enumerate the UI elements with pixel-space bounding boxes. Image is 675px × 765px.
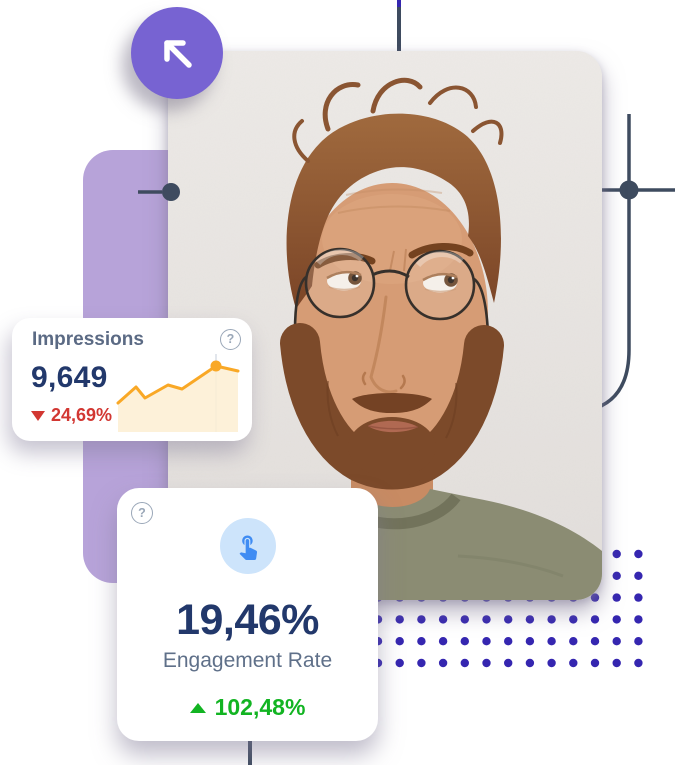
dot bbox=[460, 615, 469, 624]
tap-icon-badge bbox=[219, 518, 276, 574]
dot bbox=[504, 615, 513, 624]
engagement-change-value: 102,48% bbox=[214, 694, 306, 720]
dot bbox=[590, 615, 600, 624]
engagement-label: Engagement Rate bbox=[162, 649, 333, 672]
dot bbox=[547, 615, 556, 624]
dot bbox=[634, 593, 643, 602]
engagement-change: 102,48% bbox=[189, 694, 306, 721]
dot bbox=[569, 637, 578, 646]
crosshair-dot bbox=[619, 180, 639, 200]
dot bbox=[417, 658, 426, 668]
dot bbox=[438, 658, 448, 668]
dot bbox=[590, 658, 600, 668]
dot bbox=[417, 637, 426, 646]
dot bbox=[590, 593, 600, 602]
dot bbox=[547, 658, 556, 668]
dot bbox=[395, 658, 404, 668]
up-triangle-icon bbox=[189, 702, 206, 713]
dot bbox=[525, 658, 535, 668]
dot bbox=[525, 637, 535, 646]
dot bbox=[634, 658, 643, 668]
impressions-card: Impressions ? 9,649 24,69% bbox=[12, 318, 252, 441]
top-line-purple-tip bbox=[397, 0, 401, 7]
dot bbox=[460, 637, 469, 646]
tap-icon bbox=[239, 535, 257, 560]
dot bbox=[438, 637, 448, 646]
dot bbox=[634, 571, 643, 580]
impressions-change-value: 24,69% bbox=[51, 405, 113, 425]
dot bbox=[438, 615, 448, 624]
dot bbox=[590, 637, 600, 646]
dot bbox=[569, 615, 578, 624]
dot bbox=[395, 615, 404, 624]
down-triangle-icon bbox=[31, 410, 45, 421]
dot bbox=[612, 571, 621, 580]
dot bbox=[612, 658, 621, 668]
chart-highlight-marker bbox=[210, 360, 222, 372]
dot bbox=[460, 658, 469, 668]
engagement-value: 19,46% bbox=[176, 596, 319, 644]
impressions-sparkline-chart bbox=[116, 354, 240, 432]
engagement-rate-card: ? 19,46% Engagement Rate 102,48% bbox=[117, 488, 378, 741]
dot bbox=[569, 658, 578, 668]
dot bbox=[525, 615, 535, 624]
dot bbox=[482, 658, 491, 668]
arrow-button[interactable] bbox=[131, 7, 223, 99]
dot bbox=[612, 593, 621, 602]
impressions-value: 9,649 bbox=[31, 361, 108, 394]
dot bbox=[612, 615, 621, 624]
arrow-up-left-icon bbox=[164, 40, 192, 68]
top-vertical-line-decoration bbox=[397, 0, 401, 53]
dot bbox=[612, 549, 621, 559]
dot bbox=[504, 637, 513, 646]
impressions-title: Impressions bbox=[32, 329, 144, 350]
impressions-change: 24,69% bbox=[31, 405, 112, 426]
dot bbox=[634, 549, 643, 559]
dot bbox=[482, 615, 491, 624]
dot bbox=[504, 658, 513, 668]
dot bbox=[482, 637, 491, 646]
dot bbox=[634, 615, 643, 624]
dot bbox=[612, 637, 621, 646]
dot bbox=[547, 637, 556, 646]
dot bbox=[395, 637, 404, 646]
chart-area-fill bbox=[118, 366, 238, 432]
help-icon[interactable]: ? bbox=[220, 329, 241, 350]
dot bbox=[634, 637, 643, 646]
dot bbox=[417, 615, 426, 624]
help-icon[interactable]: ? bbox=[131, 502, 153, 524]
line-and-dot-decoration bbox=[138, 183, 180, 201]
bottom-vertical-line-decoration bbox=[248, 740, 252, 765]
